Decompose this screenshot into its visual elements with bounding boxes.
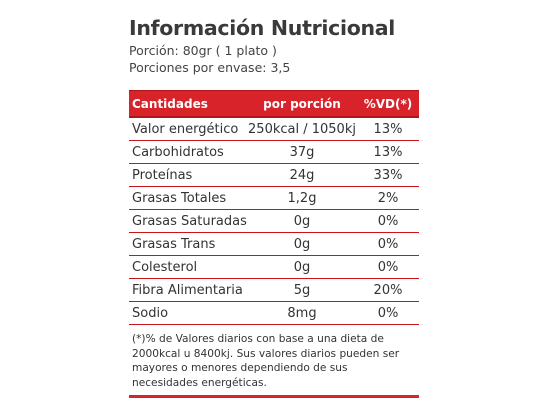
nutrient-vd: 2% <box>377 190 399 206</box>
nutrient-amount: 0g <box>293 259 311 275</box>
nutrient-name: Grasas Saturadas <box>132 213 247 229</box>
nutrient-amount: 0g <box>293 236 311 252</box>
table-header-row: Cantidades por porción %VD(*) <box>129 90 419 118</box>
page-title: Información Nutricional <box>129 16 396 40</box>
footnote: (*)% de Valores diarios con base a una d… <box>129 325 419 398</box>
header-vd: %VD(*) <box>363 96 413 111</box>
table-row: Grasas Totales 1,2g 2% <box>129 187 419 210</box>
nutrient-amount: 1,2g <box>287 190 317 206</box>
nutrient-vd: 0% <box>377 259 399 275</box>
table-row: Grasas Saturadas 0g 0% <box>129 210 419 233</box>
nutrient-amount: 24g <box>289 167 315 183</box>
table-row: Fibra Alimentaria 5g 20% <box>129 279 419 302</box>
nutrient-name: Grasas Trans <box>132 236 216 252</box>
nutrition-panel: Información Nutricional Porción: 80gr ( … <box>129 14 419 398</box>
nutrient-name: Carbohidratos <box>132 144 224 160</box>
nutrient-name: Proteínas <box>132 167 193 183</box>
nutrient-vd: 0% <box>377 305 399 321</box>
table-row: Carbohidratos 37g 13% <box>129 141 419 164</box>
nutrient-amount: 37g <box>289 144 315 160</box>
table-row: Colesterol 0g 0% <box>129 256 419 279</box>
nutrient-vd: 0% <box>377 236 399 252</box>
nutrient-vd: 13% <box>373 121 403 137</box>
portion-text: Porción: 80gr ( 1 plato ) <box>129 43 277 58</box>
nutrient-name: Fibra Alimentaria <box>132 282 243 298</box>
nutrient-amount: 5g <box>293 282 311 298</box>
nutrient-vd: 0% <box>377 213 399 229</box>
table-row: Valor energético 250kcal / 1050kj 13% <box>129 118 419 141</box>
portions-per-pack-text: Porciones por envase: 3,5 <box>129 60 291 75</box>
nutrient-name: Valor energético <box>132 121 239 137</box>
nutrient-name: Sodio <box>132 305 169 321</box>
nutrient-name: Colesterol <box>132 259 198 275</box>
nutrient-amount: 250kcal / 1050kj <box>248 121 356 137</box>
nutrient-amount: 8mg <box>287 305 317 321</box>
table-row: Sodio 8mg 0% <box>129 302 419 325</box>
table-row: Proteínas 24g 33% <box>129 164 419 187</box>
nutrient-vd: 20% <box>373 282 403 298</box>
nutrient-amount: 0g <box>293 213 311 229</box>
nutrient-vd: 13% <box>373 144 403 160</box>
nutrient-vd: 33% <box>373 167 403 183</box>
nutrition-table: Cantidades por porción %VD(*) Valor ener… <box>129 90 419 398</box>
header-cantidades: Cantidades <box>132 96 208 111</box>
nutrient-name: Grasas Totales <box>132 190 227 206</box>
header-por-porcion: por porción <box>263 96 341 111</box>
table-row: Grasas Trans 0g 0% <box>129 233 419 256</box>
